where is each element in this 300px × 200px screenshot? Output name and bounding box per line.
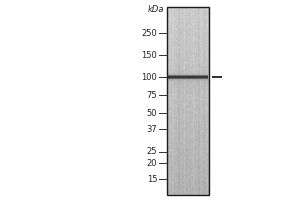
- Text: 50: 50: [147, 108, 157, 117]
- Text: kDa: kDa: [148, 4, 164, 14]
- Text: 150: 150: [142, 50, 157, 60]
- Bar: [167, 7, 208, 195]
- Text: 100: 100: [142, 72, 157, 82]
- Text: 20: 20: [147, 158, 157, 168]
- Text: 250: 250: [142, 28, 157, 38]
- Text: 15: 15: [147, 174, 157, 184]
- Text: 37: 37: [146, 124, 157, 134]
- Text: 25: 25: [147, 148, 157, 156]
- Text: 75: 75: [147, 90, 157, 99]
